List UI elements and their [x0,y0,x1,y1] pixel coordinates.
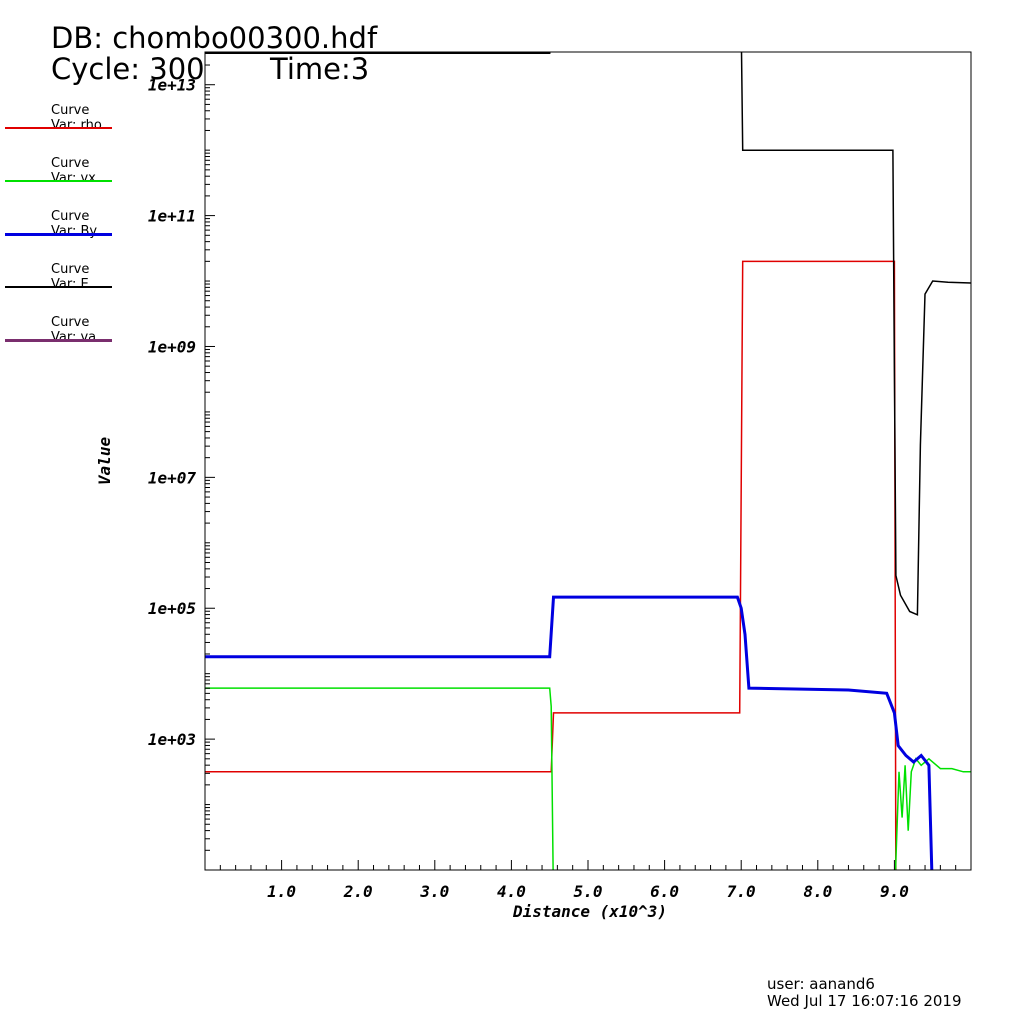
y-tick-label: 1e+11 [148,207,196,226]
legend-curve-label: Curve [51,262,90,277]
black-line-icon [5,286,112,288]
legend-curve-label: Curve [51,156,90,171]
green-line-icon [5,180,112,182]
plot-frame [204,51,972,871]
legend-var-label: Var: rho [51,118,102,133]
x-tick-label: 1.0 [267,882,296,901]
legend-item-e: Curve Var: E [5,263,113,303]
time-label: Time:3 [270,52,370,86]
legend-var-label: Var: E [51,277,89,292]
x-tick-label: 5.0 [574,882,603,901]
blue-line-icon [5,233,112,236]
legend-curve-label: Curve [51,315,90,330]
series-line-rho [205,260,897,870]
legend-item-rho: Curve Var: rho [5,104,113,144]
legend-item-vx: Curve Var: vx [5,157,113,197]
series-line-vx [205,687,971,870]
series-line-E [205,52,971,616]
x-tick-label: 4.0 [497,882,526,901]
legend-var-label: Var: vx [51,171,96,186]
y-tick-label: 1e+05 [148,599,196,618]
x-axis-title: Distance (x10^3) [512,902,667,921]
y-axis-title: Value [95,437,114,486]
x-tick-label: 8.0 [803,882,832,901]
x-tick-label: 3.0 [419,882,449,901]
purple-line-icon [5,339,112,342]
y-tick-label: 1e+03 [148,730,196,749]
series-line-By [205,595,934,870]
legend-item-va: Curve Var: va [5,316,113,356]
legend-curve-label: Curve [51,209,90,224]
legend-item-by: Curve Var: By [5,210,113,250]
x-tick-label: 6.0 [650,882,679,901]
x-tick-label: 9.0 [880,882,909,901]
footer-date: Wed Jul 17 16:07:16 2019 [767,992,962,1010]
red-line-icon [5,127,112,129]
y-tick-label: 1e+09 [148,337,196,356]
footer-user: user: aanand6 [767,975,875,993]
x-tick-label: 2.0 [343,882,373,901]
legend-curve-label: Curve [51,103,90,118]
y-tick-label: 1e+13 [148,76,196,95]
cycle-label: Cycle: 300 [51,52,205,86]
y-tick-label: 1e+07 [148,468,197,487]
db-title: DB: chombo00300.hdf [51,21,378,55]
x-tick-label: 7.0 [727,882,756,901]
